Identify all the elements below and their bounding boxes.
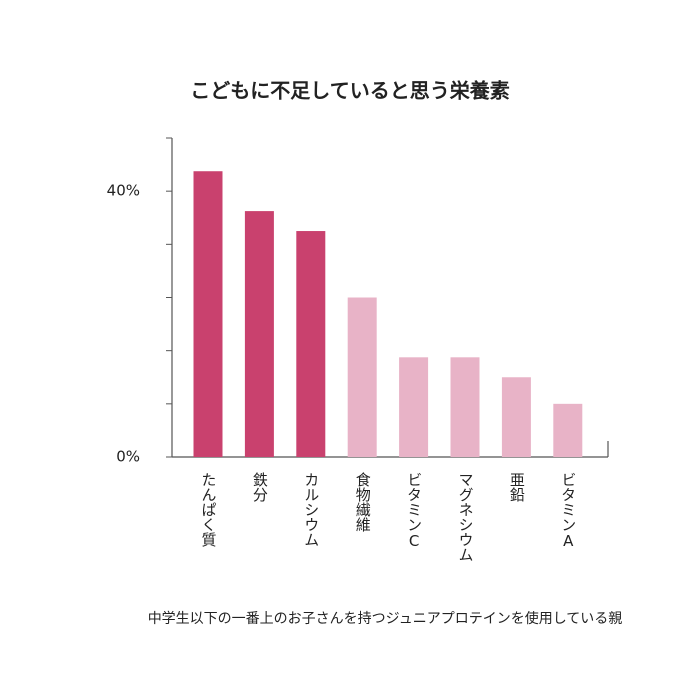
x-tick-label: 鉄分	[251, 472, 269, 503]
y-tick-label: 40%	[107, 182, 140, 200]
x-tick-label: ビタミンC	[405, 472, 423, 550]
bar	[399, 357, 429, 457]
x-tick-label: ビタミンA	[559, 472, 577, 550]
bar	[347, 297, 377, 457]
bar	[193, 171, 223, 457]
bar	[553, 403, 583, 457]
x-tick-label: 亜鉛	[508, 472, 526, 502]
chart-title: こどもに不足していると思う栄養素	[190, 79, 509, 103]
x-tick-label: マグネシウム	[457, 472, 475, 562]
bar	[501, 377, 531, 457]
bar	[450, 357, 480, 457]
bar	[244, 211, 274, 457]
y-tick-label: 0%	[116, 448, 140, 466]
x-tick-label: カルシウム	[302, 472, 320, 547]
x-tick-label: 食物繊維	[354, 472, 372, 532]
x-tick-label: たんぱく質	[200, 472, 218, 547]
bar	[296, 231, 326, 457]
chart-note: 中学生以下の一番上のお子さんを持つジュニアプロテインを使用している親	[148, 610, 623, 627]
